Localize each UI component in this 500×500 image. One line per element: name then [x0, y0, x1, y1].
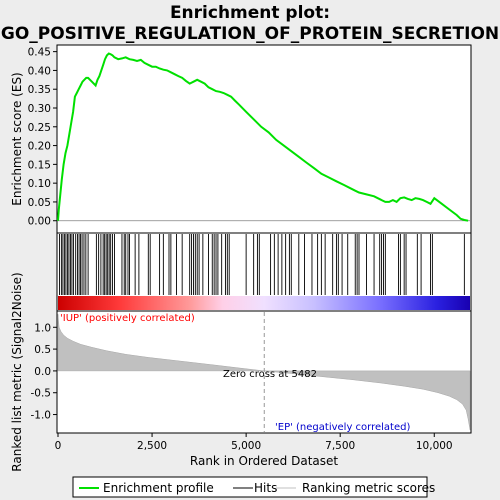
x-tick-label: 10,000 [416, 440, 453, 452]
es-y-axis-label: Enrichment score (ES) [10, 72, 24, 205]
x-tick-label: 0 [55, 440, 62, 452]
ranked-y-axis: 1.0 0.5 0.0 -0.5 -1.0 [31, 322, 57, 422]
negative-correlation-label: 'EP' (negatively correlated) [275, 422, 410, 433]
legend-hits-label: Hits [254, 481, 277, 495]
rank-color-bar [58, 296, 470, 310]
ranked-y-tick-label: 0.0 [34, 366, 51, 378]
es-y-tick-label: 0.05 [28, 197, 51, 209]
x-tick-label: 2,500 [137, 440, 167, 452]
legend-box [72, 476, 428, 498]
es-y-axis: 0.00 0.05 0.10 0.15 0.20 0.25 0.30 0.35 0.40 0.45 [28, 47, 57, 228]
es-y-tick-label: 0.35 [28, 84, 51, 96]
ranked-x-axis: 0 2,500 5,000 7,500 10,000 [55, 433, 453, 452]
ranked-y-tick-label: -1.0 [31, 410, 52, 422]
es-y-tick-label: 0.45 [28, 47, 51, 59]
x-axis-label: Rank in Ordered Dataset [190, 454, 338, 468]
ranked-y-tick-label: 0.5 [34, 344, 51, 356]
enrichment-profile-line [57, 52, 469, 222]
hit-marks [59, 234, 465, 295]
es-y-tick-label: 0.15 [28, 159, 51, 171]
ranked-y-tick-label: 1.0 [34, 322, 51, 334]
es-panel-frame [56, 44, 472, 234]
zero-cross-label: Zero cross at 5482 [223, 369, 317, 380]
x-tick-label: 7,500 [325, 440, 355, 452]
ranking-metric-area [57, 314, 471, 430]
ranked-y-axis-label: Ranked list metric (Signal2Noise) [10, 272, 24, 471]
es-y-tick-label: 0.30 [28, 103, 51, 115]
legend-ranking-label: Ranking metric scores [302, 481, 435, 495]
legend-enrichment-label: Enrichment profile [103, 481, 214, 495]
es-y-tick-label: 0.40 [28, 65, 51, 77]
ranked-y-tick-label: -0.5 [31, 388, 52, 400]
es-y-tick-label: 0.10 [28, 178, 51, 190]
positive-correlation-label: 'IUP' (positively correlated) [60, 313, 195, 324]
es-y-tick-label: 0.20 [28, 141, 51, 153]
chart-title-line1: Enrichment plot: [170, 3, 330, 23]
chart-title-line2: GO_POSITIVE_REGULATION_OF_PROTEIN_SECRET… [1, 24, 499, 44]
es-y-tick-label: 0.00 [28, 216, 51, 228]
x-tick-label: 5,000 [231, 440, 261, 452]
es-y-tick-label: 0.25 [28, 122, 51, 134]
